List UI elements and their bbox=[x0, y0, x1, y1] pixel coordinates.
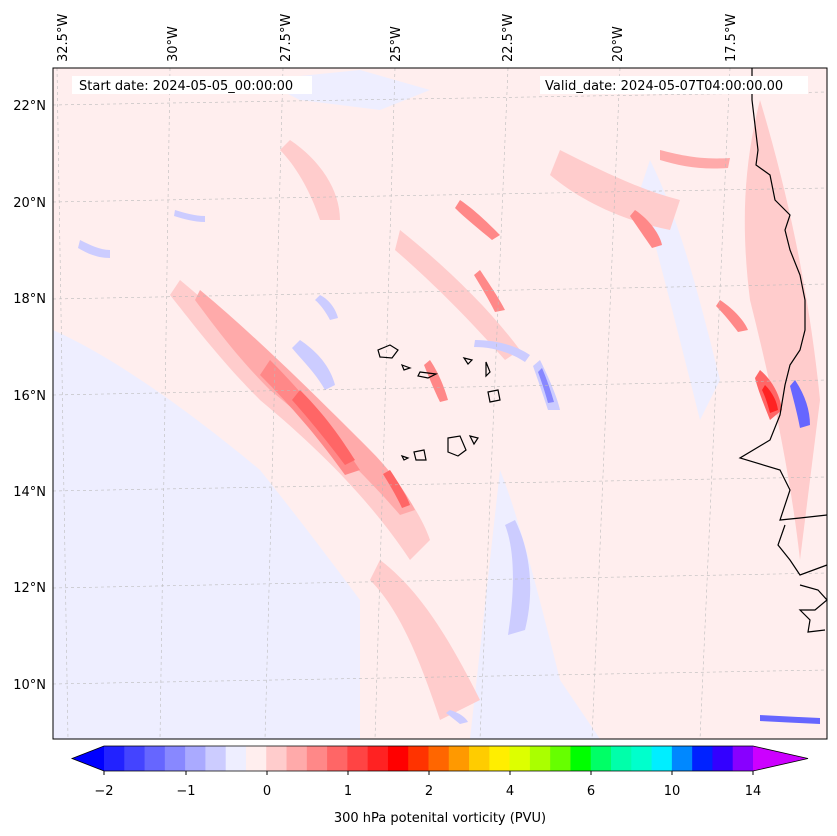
colorbar-tick: 10 bbox=[664, 784, 681, 799]
colorbar-tick: 4 bbox=[506, 784, 514, 799]
colorbar-swatch bbox=[732, 746, 754, 771]
colorbar-swatch bbox=[164, 746, 186, 771]
colorbar-extend-min bbox=[72, 746, 104, 771]
lon-label: 32.5°W bbox=[56, 14, 71, 62]
colorbar-ticks: −2 −1 0 1 2 4 6 10 14 bbox=[94, 784, 761, 799]
lat-label: 18°N bbox=[13, 292, 46, 307]
lon-labels: 32.5°W 30°W 27.5°W 25°W 22.5°W 20°W 17.5… bbox=[56, 14, 739, 62]
lon-label: 25°W bbox=[389, 26, 404, 62]
colorbar-swatch bbox=[306, 746, 328, 771]
colorbar-swatch bbox=[144, 746, 166, 771]
colorbar-swatch bbox=[611, 746, 632, 771]
colorbar-swatch bbox=[286, 746, 308, 771]
colorbar-swatch bbox=[651, 746, 673, 771]
colorbar-swatch bbox=[428, 746, 450, 771]
colorbar-swatch bbox=[205, 746, 227, 771]
pv-field bbox=[53, 68, 827, 739]
lon-label: 30°W bbox=[166, 26, 181, 62]
colorbar-swatch bbox=[408, 746, 429, 771]
coastlines bbox=[377, 68, 828, 633]
lon-label: 27.5°W bbox=[279, 14, 294, 62]
colorbar-swatch bbox=[671, 746, 693, 771]
colorbar-tick: 6 bbox=[587, 784, 595, 799]
colorbar-label: 300 hPa potenital vorticity (PVU) bbox=[334, 811, 546, 826]
colorbar-swatch bbox=[367, 746, 389, 771]
colorbar-swatch bbox=[448, 746, 470, 771]
colorbar-swatch bbox=[570, 746, 592, 771]
lat-label: 22°N bbox=[13, 99, 46, 114]
colorbar-swatch bbox=[387, 746, 409, 771]
lat-labels: 22°N 20°N 18°N 16°N 14°N 12°N 10°N bbox=[13, 99, 46, 693]
colorbar-swatch bbox=[185, 746, 206, 771]
colorbar-tick: 14 bbox=[745, 784, 762, 799]
colorbar-swatch bbox=[469, 746, 490, 771]
colorbar-swatch bbox=[712, 746, 734, 771]
colorbar bbox=[70, 745, 809, 775]
colorbar-tick: −2 bbox=[94, 784, 113, 799]
colorbar-swatch bbox=[509, 746, 531, 771]
lat-label: 14°N bbox=[13, 485, 46, 500]
colorbar-swatch bbox=[529, 746, 551, 771]
colorbar-swatch bbox=[347, 746, 369, 771]
gridlines bbox=[52, 67, 828, 740]
lat-label: 16°N bbox=[13, 389, 46, 404]
colorbar-tick: −1 bbox=[176, 784, 195, 799]
colorbar-swatch bbox=[225, 746, 247, 771]
lat-label: 10°N bbox=[13, 678, 46, 693]
colorbar-swatch bbox=[489, 746, 511, 771]
colorbar-swatch bbox=[692, 746, 713, 771]
colorbar-tick: 1 bbox=[344, 784, 352, 799]
colorbar-swatch bbox=[266, 746, 288, 771]
lat-label: 12°N bbox=[13, 581, 46, 596]
colorbar-swatch bbox=[590, 746, 612, 771]
start-date-label: Start date: 2024-05-05_00:00:00 bbox=[79, 79, 293, 94]
lon-label: 20°W bbox=[611, 26, 626, 62]
colorbar-swatch bbox=[327, 746, 348, 771]
map-frame bbox=[52, 67, 828, 740]
lon-label: 22.5°W bbox=[501, 14, 516, 62]
valid-date-label: Valid_date: 2024-05-07T04:00:00.00 bbox=[545, 79, 783, 94]
colorbar-swatch bbox=[631, 746, 653, 771]
colorbar-swatch bbox=[124, 746, 146, 771]
colorbar-swatch bbox=[104, 746, 125, 771]
colorbar-swatch bbox=[245, 746, 267, 771]
colorbar-tick: 2 bbox=[425, 784, 433, 799]
lon-label: 17.5°W bbox=[724, 14, 739, 62]
colorbar-extend-max bbox=[753, 746, 808, 771]
start-date-box bbox=[72, 76, 312, 94]
colorbar-tick: 0 bbox=[263, 784, 271, 799]
valid-date-box bbox=[540, 76, 808, 94]
colorbar-swatch bbox=[550, 746, 571, 771]
lat-label: 20°N bbox=[13, 196, 46, 211]
